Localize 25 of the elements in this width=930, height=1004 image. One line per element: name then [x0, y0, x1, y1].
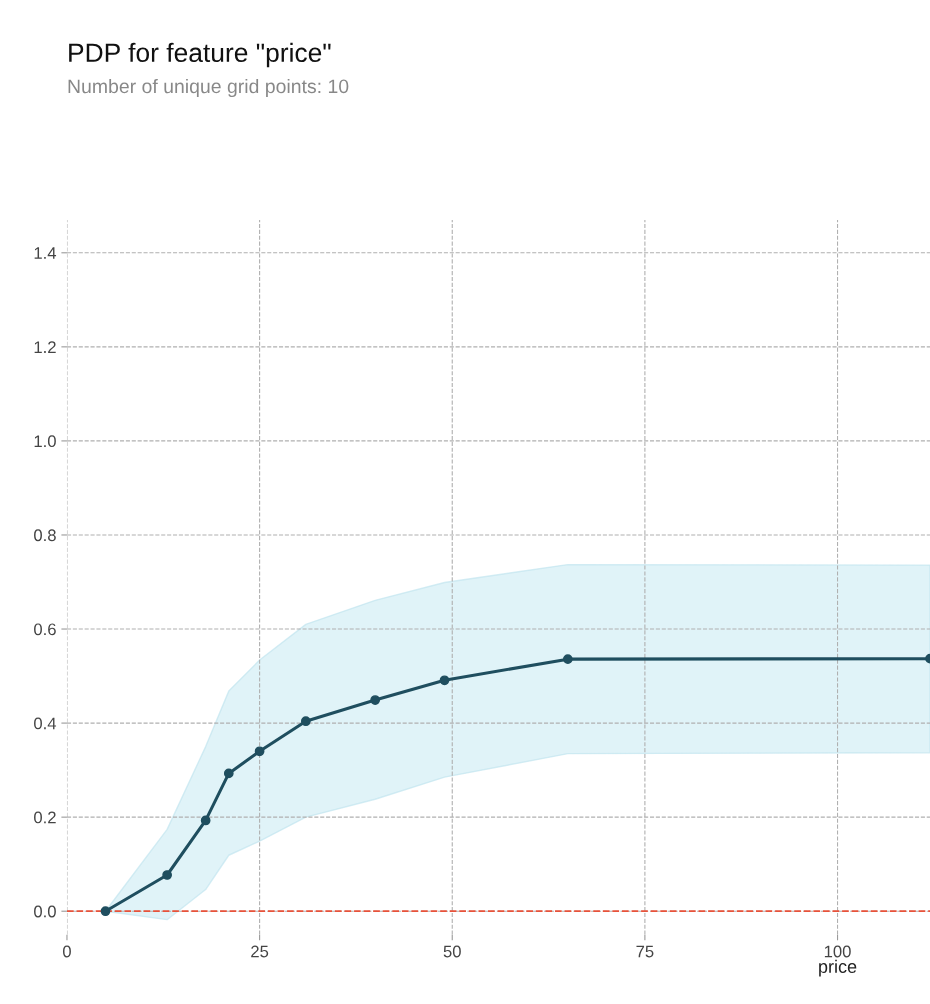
x-tick-label: 100: [824, 945, 851, 958]
y-tick-label: 0.2: [34, 811, 56, 824]
y-tick-label: 0.6: [34, 623, 56, 636]
x-tick-label: 50: [443, 945, 461, 958]
point: [162, 870, 172, 880]
x-tick-label: 25: [251, 945, 269, 958]
point: [370, 695, 381, 705]
y-tick-label: 0.0: [34, 905, 56, 918]
x-tick-label: 75: [636, 945, 654, 958]
point: [562, 654, 573, 664]
x-tick-label: 0: [62, 945, 71, 958]
x-axis-title: price: [819, 959, 857, 977]
y-tick-label: 1.0: [34, 435, 56, 448]
chart-title: PDP for feature "price": [69, 42, 331, 68]
point: [254, 746, 265, 757]
y-tick-label: 0.8: [34, 529, 56, 542]
point: [223, 768, 234, 779]
point: [100, 906, 111, 917]
y-tick-label: 0.4: [34, 717, 57, 730]
chart-subtitle: Number of unique grid points: 10: [68, 78, 349, 98]
point: [200, 815, 211, 826]
point: [300, 716, 311, 727]
y-tick-label: 1.2: [34, 341, 56, 353]
point: [439, 675, 450, 686]
y-tick-label: 1.4: [34, 247, 57, 259]
